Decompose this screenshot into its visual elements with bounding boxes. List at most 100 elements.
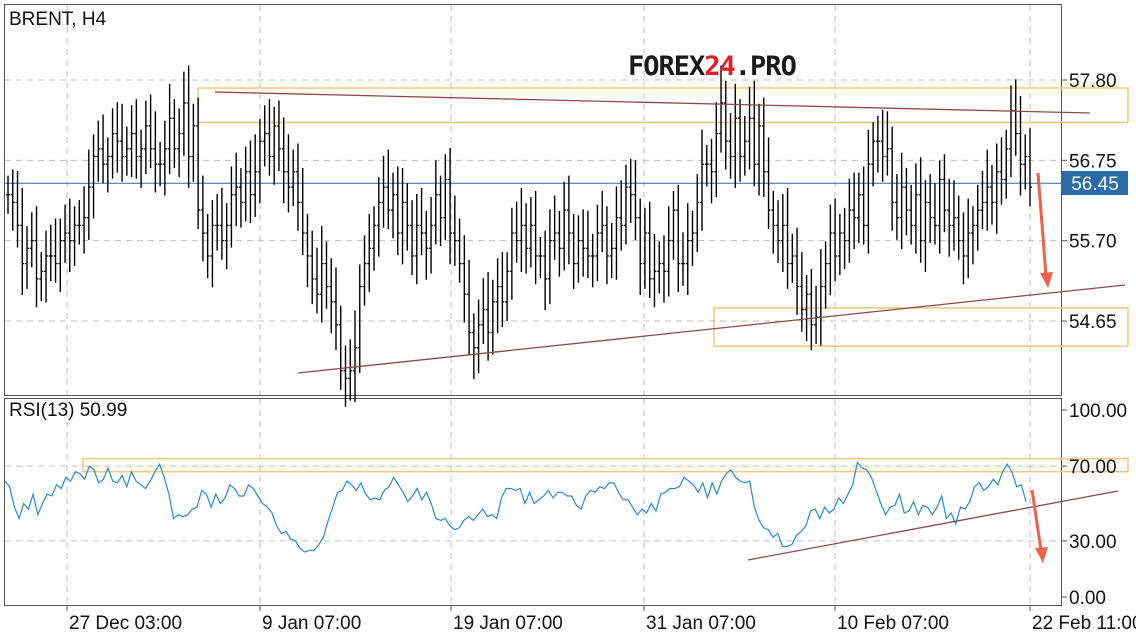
price-bar: [837, 213, 842, 276]
price-bar: [476, 299, 481, 374]
price-bar: [871, 122, 876, 187]
price-bar: [956, 195, 961, 260]
price-bar: [600, 190, 605, 253]
price-bar: [771, 190, 776, 254]
rsi-line: [4, 461, 1027, 553]
price-bar: [533, 190, 538, 285]
price-bar: [661, 235, 666, 303]
trend-lines: [214, 91, 1126, 561]
price-bar: [961, 212, 966, 285]
highlight-zones: [82, 87, 1129, 473]
brand-watermark: FOREX24.PRO: [628, 51, 797, 82]
price-bar: [1018, 96, 1023, 196]
price-bar: [186, 65, 191, 188]
price-bar: [300, 167, 305, 256]
price-bar: [704, 145, 709, 187]
price-bar: [966, 198, 971, 279]
price-bar: [58, 218, 63, 292]
price-bar: [999, 137, 1004, 205]
price-bar: [847, 178, 852, 263]
price-bar: [642, 207, 647, 289]
rsi-tick-label: 70.00: [1069, 457, 1117, 478]
price-bar: [609, 223, 614, 279]
price-bar: [1028, 128, 1032, 207]
price-bar: [129, 105, 134, 178]
price-panel-frame: [4, 4, 1062, 396]
price-bar: [343, 345, 348, 407]
price-tick-label: 55.70: [1069, 232, 1117, 253]
price-bar: [414, 193, 419, 285]
price-bar: [267, 99, 272, 176]
price-bar: [367, 213, 372, 292]
price-bar: [105, 137, 110, 193]
price-bar: [524, 203, 529, 274]
price-bar: [652, 233, 657, 308]
price-bar: [776, 200, 781, 263]
price-bar: [200, 175, 205, 262]
price-bar: [752, 80, 757, 187]
price-bar: [828, 204, 833, 295]
price-bar: [276, 100, 281, 172]
price-bar: [799, 252, 804, 332]
price-bar: [657, 241, 662, 294]
price-bar: [543, 230, 548, 311]
price-bar: [823, 241, 828, 309]
price-bar: [67, 198, 72, 273]
price-bar: [809, 268, 814, 351]
price-bar: [471, 313, 476, 380]
price-bar: [490, 279, 495, 355]
price-bar: [234, 152, 239, 227]
price-bar: [638, 198, 643, 295]
price-bar: [162, 120, 167, 196]
price-bar: [25, 226, 30, 289]
price-bar: [676, 184, 681, 292]
price-bar: [329, 258, 334, 334]
price-bar: [1004, 129, 1009, 199]
price-tick-label: 56.75: [1069, 151, 1117, 172]
price-bar: [486, 272, 491, 361]
price-bar: [790, 233, 795, 283]
price-bar: [305, 213, 310, 288]
rsi-overbought-zone: [82, 457, 1129, 473]
price-bar: [295, 143, 300, 231]
price-bar: [462, 235, 467, 323]
price-bar: [224, 203, 229, 269]
price-bar: [177, 108, 182, 178]
price-bar: [1023, 134, 1028, 190]
price-bar: [552, 195, 557, 260]
support-zone: [713, 307, 1129, 347]
price-bar: [210, 200, 215, 288]
price-bar: [433, 160, 438, 245]
price-chart-title: BRENT, H4: [9, 9, 107, 30]
price-bar: [975, 184, 980, 251]
price-bar: [680, 232, 685, 286]
current-price-label: 56.45: [1071, 174, 1119, 195]
resistance-trend-line: [214, 91, 1091, 114]
price-bar: [77, 200, 82, 245]
price-bars: [6, 65, 1032, 407]
price-bar: [196, 97, 201, 230]
price-bar: [733, 83, 738, 188]
price-bar: [291, 149, 296, 207]
price-bar: [353, 310, 358, 403]
resistance-zone: [197, 87, 1129, 124]
grid: [5, 5, 1061, 605]
price-bar: [362, 235, 367, 306]
x-tick-label: 31 Jan 07:00: [646, 613, 756, 634]
price-bar: [215, 193, 220, 251]
price-bar: [932, 183, 937, 245]
price-bar: [538, 236, 543, 279]
price-bar: [757, 103, 762, 196]
price-bar: [500, 252, 505, 328]
price-bar: [723, 80, 728, 170]
price-bar: [780, 193, 785, 273]
price-bar: [10, 169, 15, 231]
price-bar: [547, 209, 552, 305]
price-bar: [324, 241, 329, 309]
price-bar: [918, 157, 923, 263]
x-tick-label: 27 Dec 03:00: [69, 613, 182, 634]
price-bar: [505, 252, 510, 321]
price-bar: [448, 148, 453, 265]
price-bar: [856, 172, 861, 243]
